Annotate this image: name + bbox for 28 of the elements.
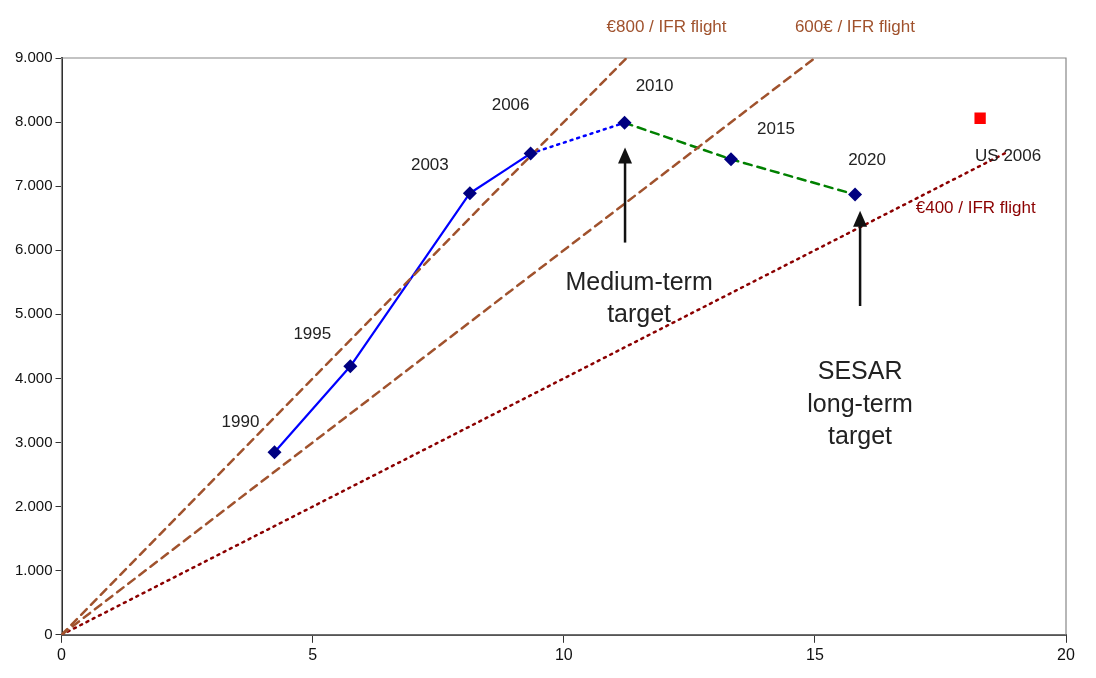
series-label: 600€ / IFR flight (794, 17, 916, 37)
y-tick-label: 8.000 (14, 112, 53, 130)
y-tick-label: 5.000 (14, 304, 53, 322)
annotation: 1990 (221, 411, 260, 431)
y-tick-label: 4.000 (14, 368, 53, 386)
annotation: 1995 (293, 323, 332, 343)
annotation: US 2006 (975, 145, 1042, 165)
x-tick-label: 15 (805, 645, 824, 663)
x-tick-label: 0 (57, 645, 67, 663)
y-tick-label: 0 (44, 624, 53, 642)
annotation: Medium-term target (565, 266, 713, 328)
annotation: 2006 (491, 95, 530, 115)
y-tick-label: 2.000 (14, 496, 53, 514)
annotation: 2020 (848, 150, 886, 170)
series-label: €400 / IFR flight (915, 197, 1037, 217)
y-tick-label: 9.000 (14, 48, 53, 66)
y-tick-label: 6.000 (14, 240, 53, 258)
x-tick-label: 10 (554, 645, 573, 663)
y-tick-label: 7.000 (14, 176, 53, 194)
x-tick-label: 20 (1057, 645, 1075, 663)
annotation: 2003 (410, 154, 449, 174)
series-label: €800 / IFR flight (606, 17, 727, 37)
x-tick-label: 5 (308, 645, 318, 663)
y-tick-label: 1.000 (14, 560, 53, 578)
y-tick-label: 3.000 (14, 432, 53, 450)
annotation: 2015 (757, 118, 795, 138)
annotation: SESAR long-term target (807, 356, 913, 450)
annotation: 2010 (635, 76, 674, 96)
